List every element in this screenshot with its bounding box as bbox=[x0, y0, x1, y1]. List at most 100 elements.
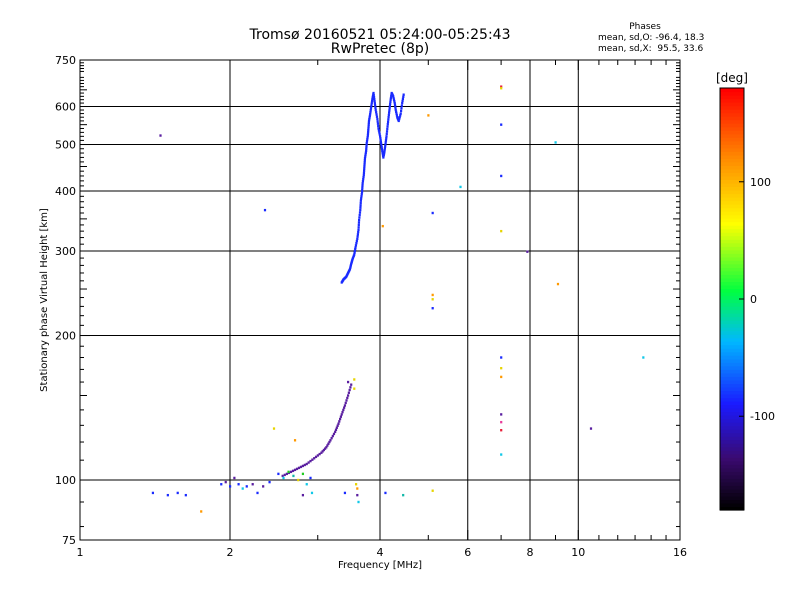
data-point bbox=[459, 185, 462, 189]
colorbar-segment bbox=[720, 309, 744, 314]
data-point bbox=[377, 124, 380, 128]
data-point bbox=[363, 165, 366, 168]
data-point bbox=[373, 102, 376, 105]
data-point bbox=[360, 192, 363, 196]
data-point bbox=[368, 114, 371, 118]
data-point bbox=[367, 125, 370, 128]
colorbar-segment bbox=[720, 137, 744, 142]
colorbar-segment bbox=[720, 365, 744, 370]
data-point bbox=[399, 109, 403, 113]
colorbar-segment bbox=[720, 161, 744, 166]
colorbar-segment bbox=[720, 323, 744, 328]
data-point bbox=[500, 453, 503, 456]
colorbar-segment bbox=[720, 182, 744, 188]
stats-line-o: mean, sd,O: -96.4, 18.3 bbox=[598, 33, 705, 43]
data-point bbox=[500, 174, 503, 178]
data-point bbox=[283, 473, 286, 477]
data-point bbox=[383, 147, 387, 150]
colorbar-segment bbox=[720, 109, 744, 114]
data-point bbox=[393, 101, 396, 105]
colorbar-segment bbox=[720, 291, 744, 297]
data-point bbox=[337, 422, 340, 425]
data-point bbox=[371, 96, 374, 99]
colorbar: 100 0 -100 [deg] bbox=[716, 71, 775, 511]
data-point bbox=[385, 132, 388, 136]
data-point bbox=[311, 458, 314, 461]
colorbar-segment bbox=[720, 390, 744, 395]
data-point bbox=[554, 141, 557, 144]
data-point bbox=[363, 161, 366, 164]
x-axis-label: Frequency [MHz] bbox=[338, 560, 422, 571]
data-point bbox=[392, 98, 396, 101]
colorbar-segment bbox=[720, 379, 744, 384]
data-point bbox=[394, 108, 397, 112]
data-point bbox=[401, 99, 404, 103]
data-point bbox=[359, 208, 362, 212]
data-point bbox=[368, 116, 371, 119]
data-point bbox=[332, 432, 336, 436]
colorbar-segment bbox=[720, 432, 744, 437]
colorbar-segment bbox=[720, 436, 744, 441]
data-point bbox=[401, 97, 405, 101]
colorbar-segment bbox=[720, 415, 744, 420]
colorbar-segment bbox=[720, 112, 744, 117]
data-point bbox=[355, 241, 358, 245]
colorbar-segment bbox=[720, 460, 744, 465]
stats-line-x: mean, sd,X: 95.5, 33.6 bbox=[598, 44, 704, 54]
colorbar-segment bbox=[720, 249, 744, 254]
colorbar-segment bbox=[720, 151, 744, 156]
colorbar-segment bbox=[720, 502, 744, 508]
data-point bbox=[556, 282, 560, 286]
colorbar-tick-label: 0 bbox=[750, 293, 757, 306]
colorbar-segment bbox=[720, 242, 744, 247]
data-point bbox=[526, 250, 529, 253]
data-point bbox=[334, 428, 338, 431]
data-point bbox=[301, 464, 305, 468]
data-point bbox=[369, 111, 372, 114]
colorbar-segment bbox=[720, 274, 744, 279]
data-point bbox=[389, 100, 392, 103]
data-point bbox=[356, 233, 359, 236]
data-point bbox=[365, 142, 368, 145]
data-point bbox=[398, 117, 401, 121]
data-point bbox=[367, 119, 371, 123]
colorbar-segment bbox=[720, 429, 744, 434]
data-point bbox=[392, 96, 395, 100]
data-point bbox=[303, 463, 306, 467]
data-point bbox=[351, 258, 354, 261]
colorbar-segment bbox=[720, 376, 744, 381]
data-point bbox=[351, 257, 354, 260]
colorbar-segment bbox=[720, 239, 744, 244]
colorbar-segment bbox=[720, 302, 744, 307]
data-point bbox=[365, 140, 369, 143]
colorbar-segment bbox=[720, 235, 744, 240]
y-axis-label: Stationary phase Virtual Height [km] bbox=[39, 208, 50, 392]
data-point bbox=[292, 474, 295, 478]
data-point bbox=[297, 466, 301, 470]
data-point bbox=[392, 95, 395, 98]
colorbar-segment bbox=[720, 246, 744, 251]
data-point bbox=[402, 95, 405, 98]
data-point bbox=[349, 266, 352, 270]
colorbar-segment bbox=[720, 130, 744, 135]
colorbar-segment bbox=[720, 358, 744, 363]
x-tick-label: 4 bbox=[377, 546, 384, 559]
data-point bbox=[380, 144, 383, 147]
data-point bbox=[363, 169, 366, 172]
colorbar-segment bbox=[720, 288, 744, 293]
grid-layer bbox=[80, 60, 680, 540]
y-tick-label: 200 bbox=[55, 330, 76, 343]
colorbar-segment bbox=[720, 193, 744, 198]
data-point bbox=[356, 237, 359, 241]
data-point bbox=[297, 478, 300, 482]
colorbar-segment bbox=[720, 383, 744, 388]
colorbar-segment bbox=[720, 362, 744, 367]
data-point bbox=[385, 137, 388, 140]
colorbar-segment bbox=[720, 218, 744, 223]
data-point bbox=[362, 175, 365, 179]
data-point bbox=[307, 461, 310, 464]
data-point bbox=[366, 138, 369, 141]
data-point bbox=[500, 85, 503, 88]
data-point bbox=[376, 117, 379, 121]
data-point bbox=[360, 197, 363, 200]
